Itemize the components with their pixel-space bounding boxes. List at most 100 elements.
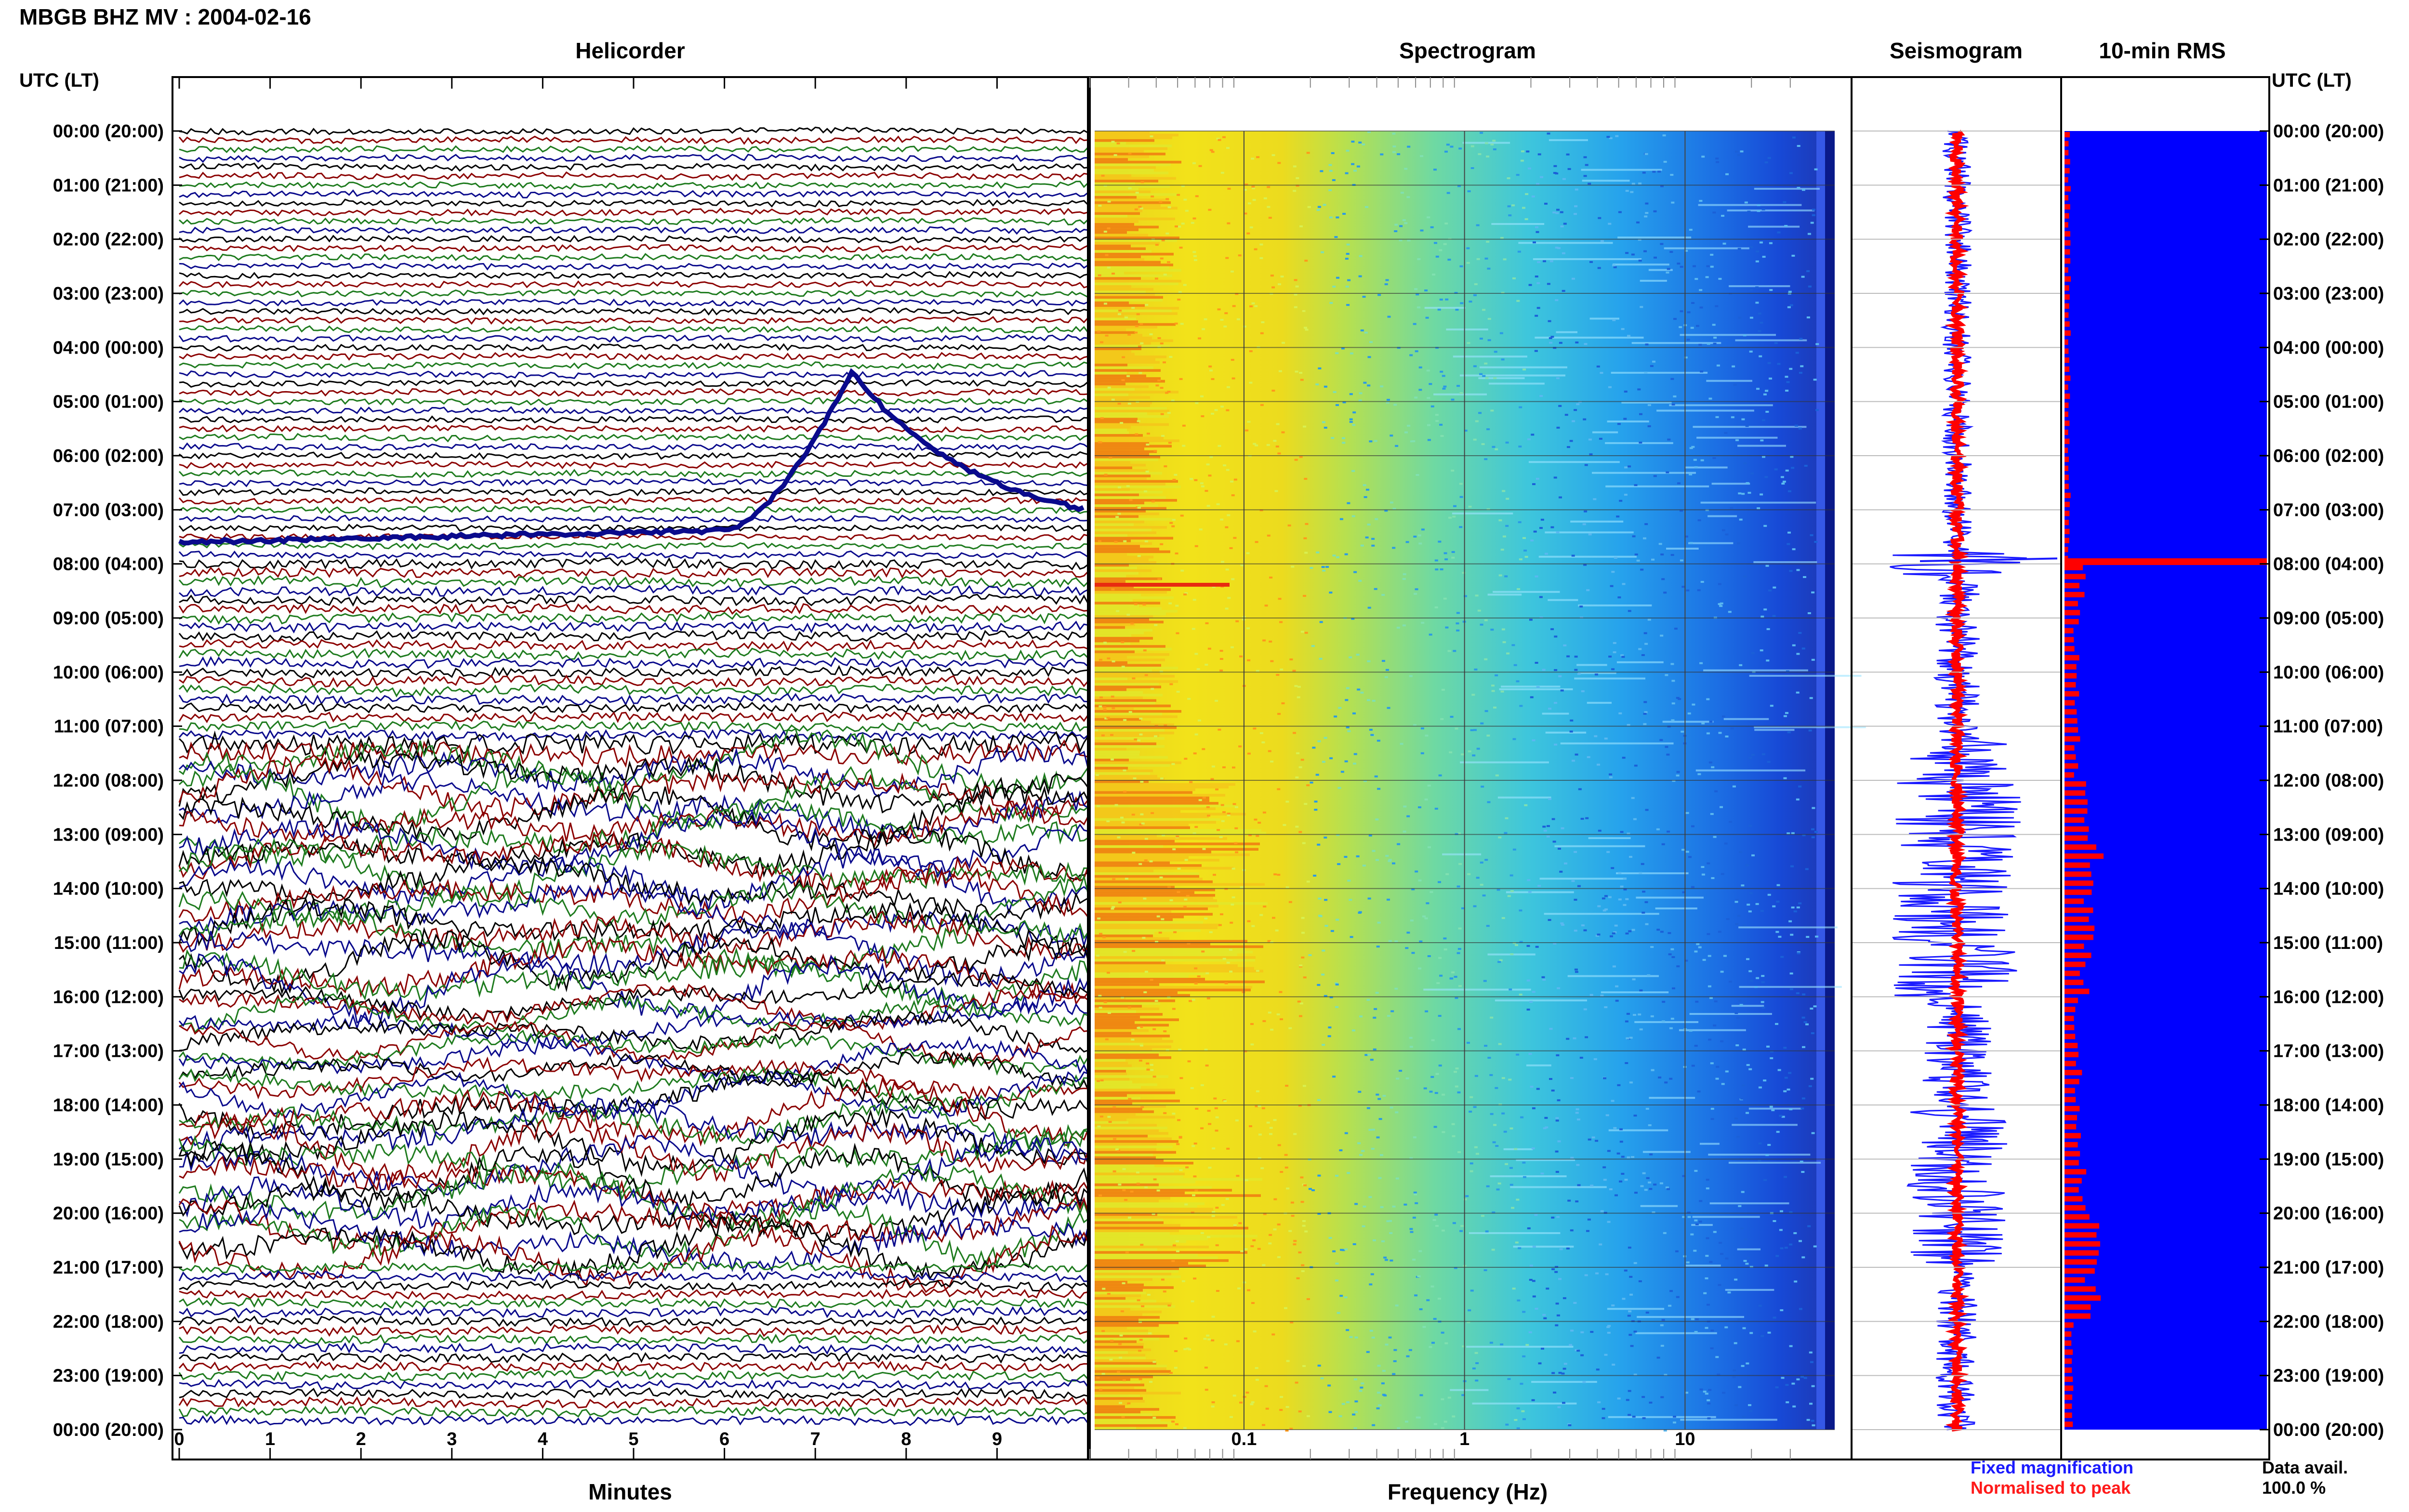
spectrogram-speckle [1435, 568, 1439, 571]
spectrogram-low-freq-energy [1095, 155, 1149, 158]
spectrogram-speckle [1612, 264, 1615, 266]
spectrogram-speckle [1612, 932, 1615, 934]
spectrogram-speckle [1712, 324, 1716, 326]
spectrogram-speckle [1790, 933, 1794, 936]
rms-bar [2065, 1052, 2078, 1057]
spectrogram-speckle [1150, 1069, 1154, 1071]
spectrogram-speckle [1371, 1336, 1375, 1339]
spectrogram-low-freq-energy [1095, 1365, 1167, 1367]
rms-bar [2065, 754, 2076, 760]
spectrogram-speckle [1498, 574, 1502, 577]
spectrogram-speckle [1257, 1105, 1261, 1107]
helicorder-trace [178, 1049, 1089, 1090]
spectrogram-speckle [1206, 1334, 1210, 1337]
panel-title-seismogram: Seismogram [1889, 38, 2023, 63]
spectrogram-streak [1545, 531, 1634, 534]
spectrogram-speckle [1168, 442, 1172, 444]
spectrogram-speckle [1361, 1382, 1364, 1385]
spectrogram-speckle [1643, 723, 1647, 725]
spectrogram-speckle [1713, 1231, 1717, 1233]
spectrogram-low-freq-energy [1095, 1113, 1136, 1116]
spectrogram-speckle [1687, 311, 1691, 314]
utc-hour-label-right: 15:00 (11:00) [2273, 933, 2383, 953]
spectrogram-low-freq-energy [1095, 423, 1169, 426]
spectrogram-speckle [1178, 291, 1182, 293]
spectrogram-speckle [1746, 482, 1749, 484]
rms-bar [2065, 1349, 2073, 1355]
spectrogram-speckle [1224, 1343, 1228, 1345]
spectrogram-low-freq-energy [1095, 388, 1135, 391]
spectrogram-speckle [1427, 439, 1431, 441]
spectrogram-speckle [1611, 1100, 1615, 1102]
helicorder-trace [179, 325, 1089, 334]
spectrogram-speckle [1599, 437, 1602, 440]
spectrogram-speckle [1671, 403, 1675, 406]
utc-hour-label-right: 04:00 (00:00) [2273, 338, 2384, 358]
spectrogram-speckle [1667, 438, 1671, 441]
spectrogram-speckle [1701, 873, 1705, 876]
spectrogram-speckle [1490, 1016, 1494, 1019]
spectrogram-streak [1578, 604, 1652, 606]
spectrogram-speckle [1617, 596, 1621, 599]
spectrogram-streak [1640, 1205, 1678, 1207]
spectrogram-speckle [1240, 1250, 1244, 1252]
spectrogram-speckle [1402, 624, 1406, 627]
spectrogram-speckle [1479, 338, 1483, 340]
spectrogram-low-freq-energy [1095, 813, 1246, 815]
spectrogram-speckle [1454, 1071, 1457, 1073]
spectrogram-speckle [1252, 187, 1256, 189]
spectrogram-low-freq-energy [1095, 247, 1146, 250]
helicorder-trace [179, 181, 1089, 190]
spectrogram-speckle [1341, 1403, 1345, 1405]
spectrogram-speckle [1153, 1178, 1157, 1181]
spectrogram-speckle [1744, 201, 1748, 204]
spectrogram-speckle [1200, 395, 1204, 397]
spectrogram-streak [1737, 1248, 1761, 1250]
spectrogram-speckle [1249, 305, 1253, 307]
spectrogram-speckle [1760, 1335, 1764, 1337]
spectrogram-speckle [1171, 1260, 1175, 1262]
rms-bar [2065, 447, 2068, 453]
spectrogram-speckle [1293, 165, 1297, 168]
spectrogram-speckle [1215, 1207, 1219, 1209]
spectrogram-speckle [1208, 1167, 1212, 1169]
spectrogram-speckle [1409, 354, 1413, 356]
spectrogram-speckle [1806, 1419, 1810, 1421]
spectrogram-speckle [1567, 446, 1570, 448]
spectrogram-low-freq-energy [1095, 1094, 1127, 1097]
rms-bar [2065, 1403, 2072, 1409]
spectrogram-low-freq-energy [1095, 501, 1144, 505]
spectrogram-speckle [1187, 942, 1191, 945]
spectrogram-speckle [1431, 1341, 1435, 1344]
panel-frame [172, 76, 1089, 1460]
spectrogram-speckle [1211, 1315, 1215, 1318]
spectrogram-speckle [1733, 383, 1737, 386]
spectrogram-speckle [1116, 610, 1120, 612]
spectrogram-speckle [1624, 1179, 1628, 1181]
spectrogram-speckle [1388, 1336, 1392, 1339]
spectrogram-low-freq-energy [1095, 1129, 1159, 1132]
spectrogram-speckle [1474, 668, 1478, 671]
helicorder-trace [179, 1096, 1088, 1152]
spectrogram-low-freq-energy [1095, 858, 1219, 862]
spectrogram-speckle [1121, 641, 1125, 644]
spectrogram-speckle [1571, 880, 1575, 882]
spectrogram-speckle [1742, 1327, 1746, 1329]
spectrogram-speckle [1419, 940, 1423, 943]
spectrogram-speckle [1540, 1172, 1544, 1175]
spectrogram-speckle [1787, 543, 1790, 545]
spectrogram-speckle [1252, 199, 1256, 201]
spectrogram-speckle [1359, 1015, 1363, 1018]
spectrogram-speckle [1296, 177, 1299, 179]
spectrogram-speckle [1122, 356, 1125, 358]
spectrogram-speckle [1221, 820, 1225, 822]
spectrogram-speckle [1722, 715, 1725, 718]
spectrogram-streak [1637, 1316, 1745, 1318]
spectrogram-speckle [1677, 263, 1681, 265]
spectrogram-speckle [1120, 816, 1124, 819]
spectrogram-speckle [1421, 528, 1425, 531]
helicorder-trace [179, 361, 1088, 370]
spectrogram-speckle [1438, 1065, 1442, 1067]
spectrogram-speckle [1515, 1241, 1519, 1244]
spectrogram-speckle [1671, 702, 1675, 705]
